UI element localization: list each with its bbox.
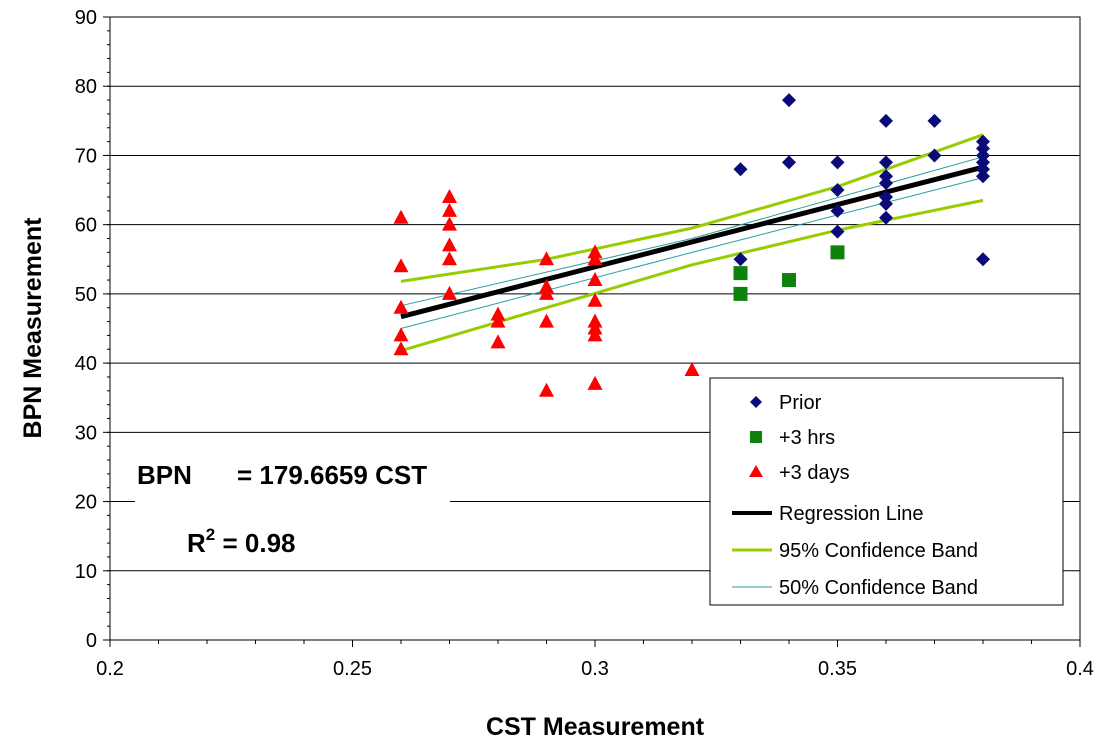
prior-point — [927, 113, 942, 128]
legend-label-50-band: 50% Confidence Band — [779, 577, 978, 599]
y-tick-label: 80 — [75, 76, 97, 98]
prior-point — [733, 162, 748, 177]
prior-point — [733, 252, 748, 267]
legend-marker-prior — [750, 396, 762, 408]
equation-backdrop — [135, 434, 450, 564]
y-tick-label: 60 — [75, 215, 97, 237]
three-days-point — [490, 313, 506, 328]
y-tick-label: 50 — [75, 284, 97, 306]
three-days-point — [442, 251, 457, 266]
three-days-point — [684, 362, 700, 377]
y-tick-label: 70 — [75, 145, 97, 167]
prior-point — [976, 252, 990, 267]
three-days-point — [393, 341, 409, 356]
r-squared-value: = 0.98 — [215, 528, 295, 558]
three-days-point — [442, 285, 457, 300]
prior-point — [782, 155, 796, 170]
prior-point — [830, 183, 845, 198]
tick-labels: 0 10 20 30 40 50 60 70 80 90 0.2 0.25 0.3 0.35 0.4 — [75, 7, 1094, 680]
data-markers — [393, 93, 990, 397]
three-days-point — [393, 299, 409, 314]
three-days-point — [539, 313, 554, 328]
prior-point — [879, 196, 893, 211]
legend-marker-3hrs — [750, 431, 762, 443]
three-days-point — [393, 327, 409, 342]
three-days-point — [539, 251, 554, 266]
r-squared-annotation: R2 = 0.98 — [187, 525, 295, 558]
three-days-point — [587, 292, 603, 307]
three-days-point — [442, 237, 457, 252]
equation-bpn-label: BPN — [137, 460, 192, 490]
three-hrs-point — [782, 273, 796, 288]
r-squared-superscript: 2 — [206, 525, 215, 544]
three-days-point — [393, 258, 409, 273]
legend-label-prior: Prior — [779, 392, 822, 414]
legend-label-regression: Regression Line — [779, 503, 924, 525]
equation-value: = 179.6659 CST — [237, 460, 427, 490]
x-tick-label: 0.35 — [818, 658, 857, 680]
three-days-point — [442, 188, 457, 203]
three-days-point — [442, 216, 457, 231]
three-days-point — [587, 272, 603, 287]
prior-point — [879, 210, 893, 225]
prior-point — [830, 155, 845, 170]
y-tick-label: 20 — [75, 492, 97, 514]
legend-marker-3days — [749, 465, 763, 477]
y-tick-label: 40 — [75, 353, 97, 375]
y-tick-label: 0 — [86, 630, 97, 652]
three-hrs-point — [733, 266, 748, 281]
y-tick-label: 10 — [75, 561, 97, 583]
x-tick-label: 0.25 — [333, 658, 372, 680]
x-tick-label: 0.2 — [96, 658, 124, 680]
three-hrs-point — [830, 245, 845, 260]
legend-box — [709, 377, 1064, 606]
r-squared-prefix: R — [187, 528, 206, 558]
prior-point — [879, 176, 893, 191]
three-days-point — [587, 375, 603, 390]
axes — [103, 16, 1081, 647]
x-tick-label: 0.3 — [581, 658, 609, 680]
three-days-point — [442, 202, 457, 217]
equation-annotation: BPN = 179.6659 CST R2 = 0.98 — [135, 434, 450, 564]
legend: Prior +3 hrs +3 days Regression Line 95%… — [709, 377, 1064, 606]
prior-point — [830, 203, 845, 218]
three-days-point — [587, 251, 603, 266]
prior-point — [879, 155, 893, 170]
prior-point — [927, 148, 942, 163]
y-tick-label: 30 — [75, 422, 97, 444]
y-axis-title: BPN Measurement — [19, 217, 47, 439]
three-days-point — [539, 382, 554, 397]
prior-point — [879, 113, 893, 128]
legend-label-3hrs: +3 hrs — [779, 427, 835, 449]
three-days-point — [587, 327, 603, 342]
three-days-point — [539, 285, 554, 300]
prior-point — [830, 224, 845, 239]
plot-border — [109, 16, 1081, 641]
three-hrs-point — [733, 286, 748, 301]
prior-point — [976, 169, 990, 184]
y-tick-label: 90 — [75, 7, 97, 29]
x-tick-label: 0.4 — [1066, 658, 1094, 680]
legend-label-95-band: 95% Confidence Band — [779, 540, 978, 562]
x-axis-title: CST Measurement — [486, 713, 705, 741]
prior-point — [782, 93, 796, 108]
three-days-point — [490, 334, 506, 349]
three-days-point — [393, 209, 409, 224]
legend-label-3days: +3 days — [779, 462, 850, 484]
